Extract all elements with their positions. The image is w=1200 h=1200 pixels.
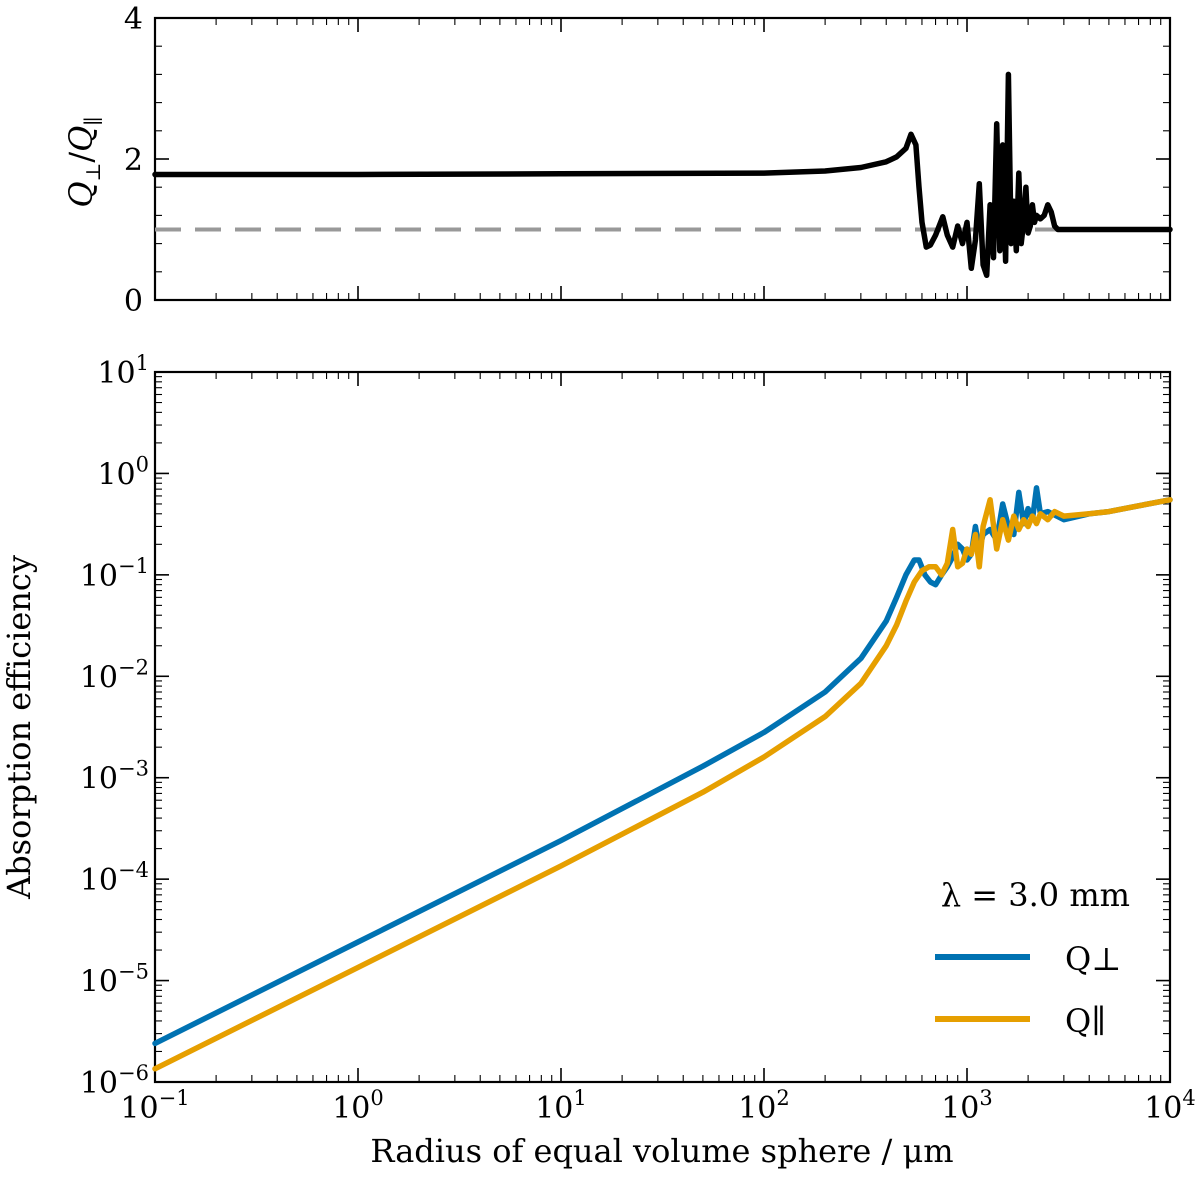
top-series-group	[152, 71, 1173, 279]
top-ticks	[154, 17, 1171, 301]
y-tick-label: 4	[124, 2, 143, 37]
ratio-line	[152, 71, 1173, 279]
y-tick-label: 0	[124, 284, 143, 319]
y-tick-label: 101	[97, 351, 149, 391]
bottom-y-tick-labels: 10−6 10−5 10−4 10−3 10−2 10−1 100 101	[80, 351, 149, 1101]
x-tick-label: 102	[738, 1086, 790, 1126]
y-tick-label: 100	[97, 452, 149, 492]
bottom-y-axis-title: Absorption efficiency	[0, 555, 38, 900]
legend-annotation: λ = 3.0 mm	[941, 876, 1130, 914]
y-tick-label: 10−5	[80, 960, 149, 1000]
x-tick-label: 103	[941, 1086, 993, 1126]
x-axis-title: Radius of equal volume sphere / μm	[370, 1132, 953, 1170]
top-plot-frame	[153, 16, 1172, 302]
legend-label-q-par: Q∥	[1065, 1002, 1106, 1040]
x-tick-label: 100	[332, 1086, 384, 1126]
x-tick-label: 104	[1144, 1086, 1196, 1126]
top-y-tick-labels: 0 2 4	[124, 2, 143, 319]
legend: λ = 3.0 mm Q⊥ Q∥	[935, 876, 1130, 1040]
y-tick-label: 10−2	[80, 655, 149, 695]
bottom-ticks	[154, 371, 1171, 1083]
top-y-axis-title: Q⊥/Q∥	[62, 116, 105, 207]
y-tick-label: 10−1	[80, 554, 149, 594]
q-perp-line	[152, 485, 1173, 1047]
top-panel: 0 2 4 Q⊥/Q∥	[62, 2, 1173, 319]
x-tick-label: 10−1	[120, 1086, 189, 1126]
x-tick-label: 101	[535, 1086, 587, 1126]
bottom-plot-frame	[153, 370, 1172, 1084]
legend-label-q-perp: Q⊥	[1065, 940, 1121, 978]
x-tick-labels: 10−1 100 101 102 103 104	[120, 1086, 1195, 1126]
bottom-series-group	[152, 485, 1173, 1072]
y-tick-label: 2	[124, 143, 143, 178]
y-tick-label: 10−4	[80, 858, 149, 898]
y-tick-label: 10−3	[80, 757, 149, 797]
y-tick-label: 10−6	[80, 1061, 149, 1101]
q-par-line	[152, 497, 1173, 1072]
